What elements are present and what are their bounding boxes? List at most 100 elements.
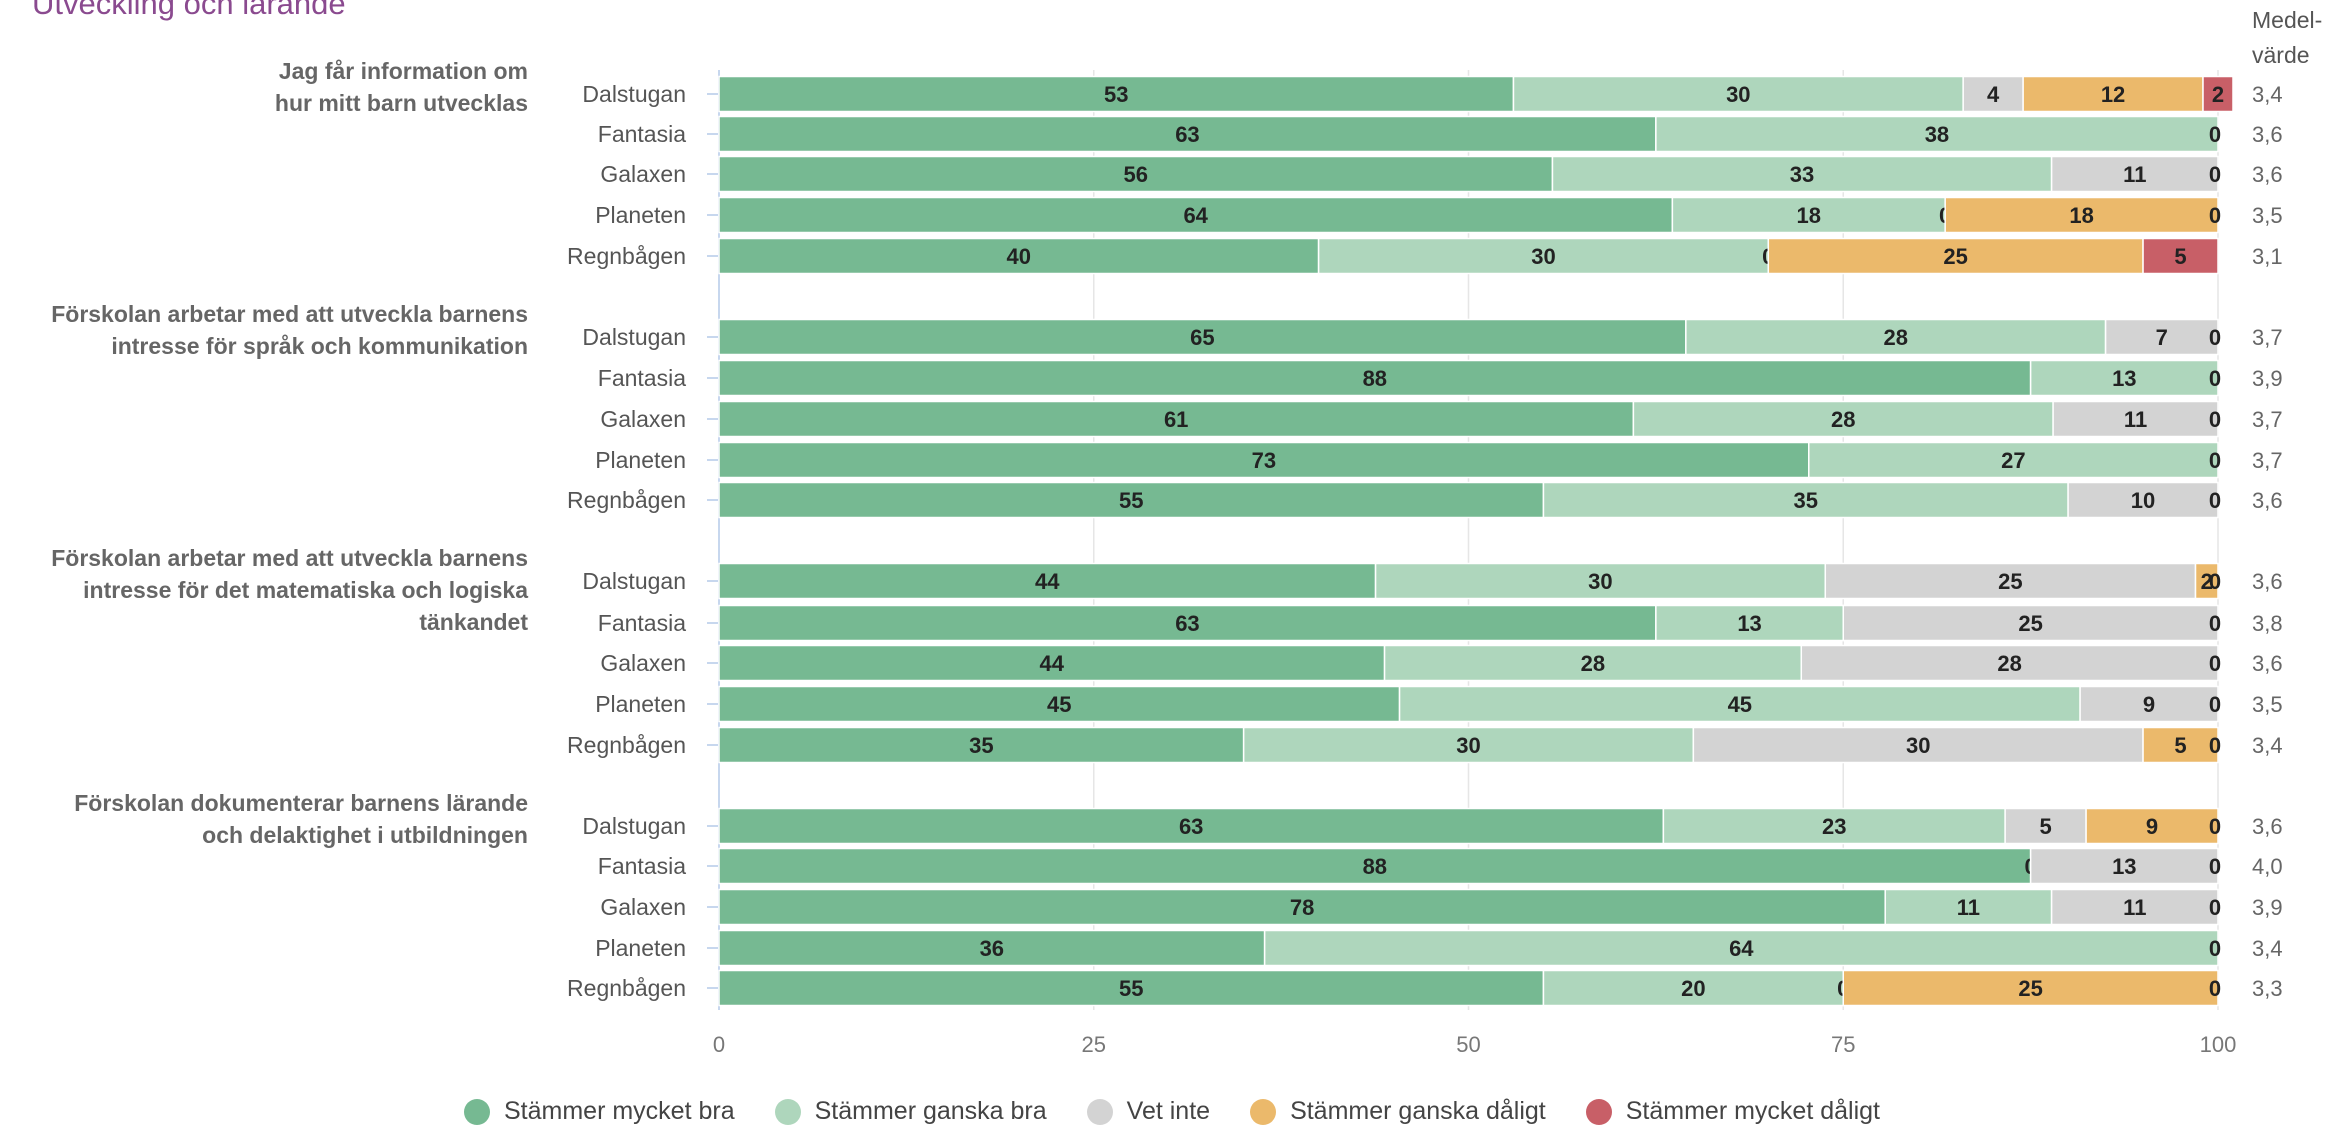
bar-segment bbox=[2079, 685, 2219, 723]
mean-value: 3,6 bbox=[2252, 569, 2283, 594]
data-label: 18 bbox=[2069, 203, 2093, 228]
mean-value: 3,7 bbox=[2252, 325, 2283, 350]
data-label: 0 bbox=[2209, 366, 2221, 391]
x-tick-label: 50 bbox=[1456, 1032, 1480, 1057]
category-label: Planeten bbox=[595, 691, 686, 717]
data-label: 0 bbox=[2209, 854, 2221, 879]
data-label: 0 bbox=[2209, 162, 2221, 187]
data-label: 0 bbox=[2209, 651, 2221, 676]
mean-header-line-2: värde bbox=[2252, 42, 2310, 68]
bar-segment bbox=[1944, 196, 2219, 234]
legend: Stämmer mycket bra Stämmer ganska bra Vet … bbox=[0, 1097, 2344, 1126]
bar-segment bbox=[718, 318, 1687, 356]
bar-segment bbox=[1263, 929, 2219, 967]
legend-item[interactable]: Vet inte bbox=[1086, 1097, 1210, 1126]
bar-segment bbox=[2052, 400, 2219, 438]
question-label: Förskolan arbetar med att utveckla barne… bbox=[51, 301, 528, 327]
category-label: Dalstugan bbox=[582, 813, 686, 839]
bar-segment bbox=[718, 685, 1401, 723]
mean-value: 3,9 bbox=[2252, 895, 2283, 920]
bar-segment bbox=[1398, 685, 2081, 723]
legend-item[interactable]: Stämmer mycket bra bbox=[464, 1097, 735, 1126]
mean-value: 3,9 bbox=[2252, 366, 2283, 391]
bar-segment bbox=[2029, 359, 2219, 397]
legend-label: Stämmer ganska dåligt bbox=[1290, 1097, 1546, 1125]
bar-segment bbox=[1808, 441, 2219, 479]
data-label: 7 bbox=[2156, 325, 2168, 350]
bar-segment bbox=[2004, 807, 2087, 845]
bar-segment bbox=[2085, 807, 2219, 845]
data-label: 2 bbox=[2201, 569, 2213, 594]
data-label: 27 bbox=[2001, 448, 2025, 473]
data-label: 0 bbox=[2209, 448, 2221, 473]
data-label: 0 bbox=[2209, 692, 2221, 717]
question-label: intresse för det matematiska och logiska bbox=[83, 577, 528, 603]
legend-item[interactable]: Stämmer ganska dåligt bbox=[1250, 1097, 1546, 1126]
data-label: 25 bbox=[2018, 611, 2042, 636]
mean-header-line-1: Medel- bbox=[2252, 7, 2323, 33]
category-label: Fantasia bbox=[598, 853, 686, 879]
data-label: 56 bbox=[1123, 162, 1147, 187]
data-label: 2 bbox=[2212, 82, 2224, 107]
category-label: Regnbågen bbox=[567, 487, 686, 513]
mean-value: 3,6 bbox=[2252, 814, 2283, 839]
x-tick-label: 0 bbox=[713, 1032, 725, 1057]
data-label: 11 bbox=[2123, 895, 2146, 920]
data-label: 63 bbox=[1175, 611, 1199, 636]
bar-segment bbox=[1632, 400, 2054, 438]
data-label: 30 bbox=[1906, 733, 1930, 758]
data-label: 13 bbox=[1737, 611, 1761, 636]
legend-item[interactable]: Stämmer ganska bra bbox=[774, 1097, 1047, 1126]
bar-segment bbox=[2202, 75, 2234, 113]
chart-title: Utveckling och lärande bbox=[32, 0, 346, 21]
category-label: Dalstugan bbox=[582, 568, 686, 594]
bar-segment bbox=[1800, 644, 2219, 682]
data-label: 28 bbox=[1581, 651, 1605, 676]
mean-value: 3,4 bbox=[2252, 82, 2283, 107]
data-label: 38 bbox=[1925, 122, 1949, 147]
data-label: 0 bbox=[2209, 895, 2221, 920]
data-label: 5 bbox=[2174, 244, 2186, 269]
data-label: 9 bbox=[2146, 814, 2158, 839]
mean-value: 3,5 bbox=[2252, 692, 2283, 717]
data-label: 0 bbox=[2209, 814, 2221, 839]
category-label: Planeten bbox=[595, 935, 686, 961]
data-label: 0 bbox=[2209, 488, 2221, 513]
bar-segment bbox=[1512, 75, 1964, 113]
bar-segment bbox=[2194, 562, 2219, 600]
data-label: 0 bbox=[2209, 569, 2221, 594]
legend-label: Stämmer ganska bra bbox=[814, 1097, 1047, 1125]
category-label: Galaxen bbox=[600, 161, 686, 187]
data-label: 25 bbox=[1943, 244, 1967, 269]
legend-item[interactable]: Stämmer mycket dåligt bbox=[1585, 1097, 1880, 1126]
data-label: 0 bbox=[2209, 203, 2221, 228]
data-label: 20 bbox=[1681, 976, 1705, 1001]
data-label: 23 bbox=[1822, 814, 1846, 839]
mean-value: 3,7 bbox=[2252, 448, 2283, 473]
bar-segment bbox=[2142, 237, 2219, 275]
data-label: 0 bbox=[2209, 325, 2221, 350]
bar-segment bbox=[1374, 562, 1827, 600]
data-label: 13 bbox=[2112, 854, 2136, 879]
data-label: 64 bbox=[1729, 936, 1754, 961]
question-label: Förskolan arbetar med att utveckla barne… bbox=[51, 545, 528, 571]
data-label: 25 bbox=[2018, 976, 2042, 1001]
data-label: 55 bbox=[1119, 976, 1143, 1001]
category-label: Fantasia bbox=[598, 365, 686, 391]
category-label: Regnbågen bbox=[567, 975, 686, 1001]
mean-value: 3,4 bbox=[2252, 936, 2283, 961]
bar-segment bbox=[2067, 481, 2219, 519]
bar-segment bbox=[718, 400, 1635, 438]
mean-value: 3,3 bbox=[2252, 976, 2283, 1001]
bar-segment bbox=[1962, 75, 2024, 113]
x-tick-label: 100 bbox=[2200, 1032, 2237, 1057]
bar-segment bbox=[2029, 847, 2219, 885]
data-label: 63 bbox=[1179, 814, 1203, 839]
data-label: 78 bbox=[1290, 895, 1314, 920]
data-label: 35 bbox=[969, 733, 993, 758]
data-label: 4 bbox=[1987, 82, 2000, 107]
question-label: hur mitt barn utvecklas bbox=[275, 90, 528, 116]
bar-segment bbox=[1884, 888, 2053, 926]
data-label: 73 bbox=[1252, 448, 1276, 473]
question-label: och delaktighet i utbildningen bbox=[202, 822, 528, 848]
